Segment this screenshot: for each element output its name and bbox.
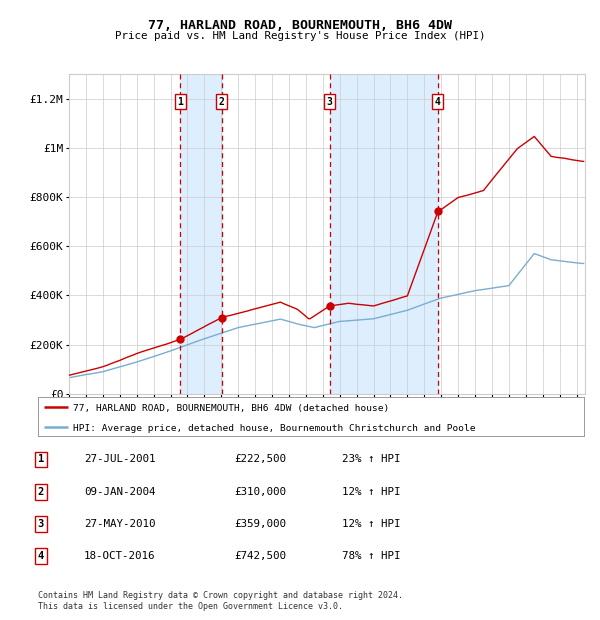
Text: 12% ↑ HPI: 12% ↑ HPI — [342, 487, 401, 497]
Text: 2: 2 — [219, 97, 225, 107]
Text: Contains HM Land Registry data © Crown copyright and database right 2024.: Contains HM Land Registry data © Crown c… — [38, 591, 403, 600]
Text: 77, HARLAND ROAD, BOURNEMOUTH, BH6 4DW (detached house): 77, HARLAND ROAD, BOURNEMOUTH, BH6 4DW (… — [73, 404, 389, 413]
Text: 1: 1 — [178, 97, 183, 107]
Text: HPI: Average price, detached house, Bournemouth Christchurch and Poole: HPI: Average price, detached house, Bour… — [73, 424, 476, 433]
Text: 77, HARLAND ROAD, BOURNEMOUTH, BH6 4DW: 77, HARLAND ROAD, BOURNEMOUTH, BH6 4DW — [148, 19, 452, 32]
Text: £310,000: £310,000 — [234, 487, 286, 497]
Text: £222,500: £222,500 — [234, 454, 286, 464]
Text: £742,500: £742,500 — [234, 551, 286, 561]
Text: 18-OCT-2016: 18-OCT-2016 — [84, 551, 155, 561]
Text: 3: 3 — [38, 519, 44, 529]
Text: 4: 4 — [435, 97, 441, 107]
Text: 4: 4 — [38, 551, 44, 561]
Text: 27-MAY-2010: 27-MAY-2010 — [84, 519, 155, 529]
Text: 2: 2 — [38, 487, 44, 497]
Text: 12% ↑ HPI: 12% ↑ HPI — [342, 519, 401, 529]
Bar — [181, 74, 222, 394]
Text: 78% ↑ HPI: 78% ↑ HPI — [342, 551, 401, 561]
Text: 23% ↑ HPI: 23% ↑ HPI — [342, 454, 401, 464]
Bar — [330, 74, 438, 394]
Text: £359,000: £359,000 — [234, 519, 286, 529]
Text: 1: 1 — [38, 454, 44, 464]
Text: This data is licensed under the Open Government Licence v3.0.: This data is licensed under the Open Gov… — [38, 602, 343, 611]
Text: 09-JAN-2004: 09-JAN-2004 — [84, 487, 155, 497]
Text: 27-JUL-2001: 27-JUL-2001 — [84, 454, 155, 464]
Text: 3: 3 — [327, 97, 332, 107]
Text: Price paid vs. HM Land Registry's House Price Index (HPI): Price paid vs. HM Land Registry's House … — [115, 31, 485, 41]
